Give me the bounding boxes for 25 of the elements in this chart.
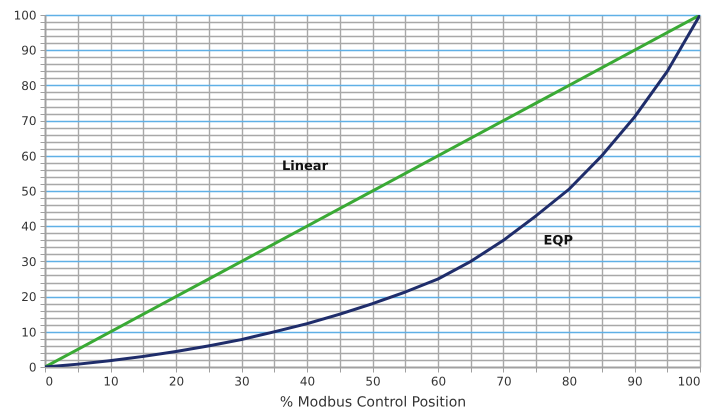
x-axis-title: % Modbus Control Position bbox=[280, 394, 466, 408]
x-tick-label: 60 bbox=[430, 374, 446, 388]
y-tick-label: 40 bbox=[21, 220, 36, 234]
x-tick-label: 40 bbox=[300, 374, 316, 388]
x-tick-label: 50 bbox=[365, 374, 381, 388]
y-tick-label: 0 bbox=[28, 360, 36, 374]
x-tick-label: 10 bbox=[103, 374, 119, 388]
y-tick-label: 70 bbox=[21, 114, 36, 128]
x-tick-label: 100 bbox=[678, 374, 700, 388]
y-tick-label: 20 bbox=[21, 290, 36, 304]
x-tick-label: 90 bbox=[627, 374, 643, 388]
y-tick-label: 80 bbox=[21, 78, 36, 93]
series-label: EQP bbox=[544, 234, 573, 249]
x-tick-label: 30 bbox=[234, 374, 250, 388]
y-tick-label: 60 bbox=[21, 149, 36, 164]
x-tick-label: 80 bbox=[562, 374, 578, 388]
x-tick-label: 70 bbox=[496, 374, 512, 388]
y-tick-label: 10 bbox=[21, 325, 36, 340]
text: Linear bbox=[282, 159, 329, 174]
y-tick-label: 90 bbox=[21, 44, 36, 58]
y-tick-label: 50 bbox=[21, 184, 36, 198]
x-tick-label: 20 bbox=[168, 374, 184, 388]
x-tick-label: 0 bbox=[46, 374, 54, 388]
y-tick-label: 100 bbox=[14, 8, 36, 22]
y-tick-label: 30 bbox=[21, 254, 36, 269]
